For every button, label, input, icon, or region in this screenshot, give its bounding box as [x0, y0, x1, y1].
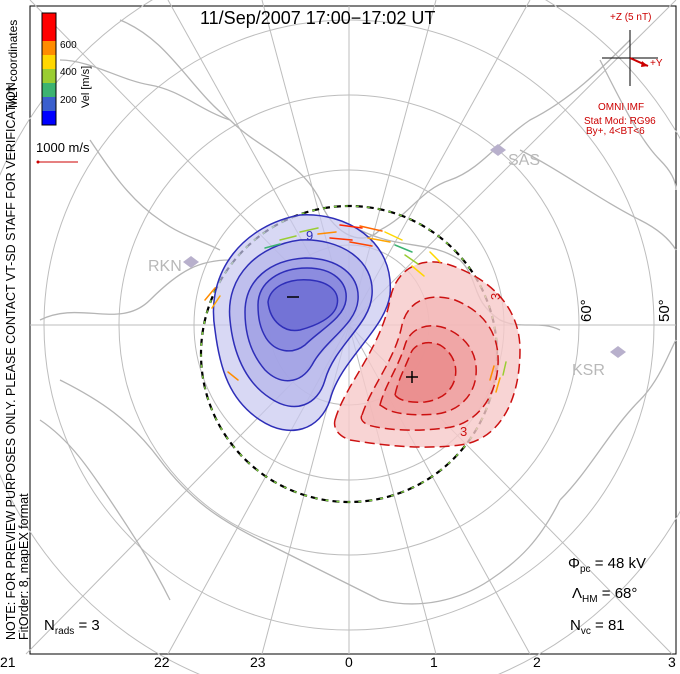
- reference-vector-label: 1000 m/s: [36, 140, 90, 155]
- nrads-symbol: N: [44, 617, 55, 634]
- phi-symbol: Φ: [568, 555, 580, 572]
- latitude-label-60: 60°: [578, 299, 595, 322]
- hm-boundary-latitude: ΛHM = 68°: [572, 585, 637, 605]
- station-sas-label: SAS: [508, 152, 541, 169]
- mlt-tick-1: 1: [430, 654, 438, 670]
- nvc-symbol: N: [570, 617, 581, 634]
- lambda-subscript: HM: [582, 594, 598, 605]
- positive-potential-cell: [333, 261, 521, 448]
- contour-label-pos-lower: 3: [460, 424, 468, 439]
- mlt-tick-23: 23: [250, 654, 266, 670]
- colorbar-tick-600: 600: [60, 40, 77, 51]
- map-title: 11/Sep/2007 17:00−17:02 UT: [200, 8, 436, 28]
- mlt-tick-3: 3: [668, 654, 676, 670]
- imf-model-label: Stat Mod: RG96: [584, 116, 656, 127]
- velocity-vectors: [204, 224, 507, 393]
- fit-order-label: FitOrder: 8, mapEX format: [17, 493, 31, 640]
- negative-potential-cell: [212, 214, 391, 431]
- mlt-tick-22: 22: [154, 654, 170, 670]
- reference-vector-dot: [36, 160, 40, 164]
- nrads-subscript: rads: [54, 626, 75, 637]
- mlt-tick-2: 2: [533, 654, 541, 670]
- station-sas-marker: [490, 144, 506, 156]
- station-rkn-label: RKN: [148, 258, 182, 275]
- colorbar-label: Vel [m/s]: [80, 65, 92, 108]
- nrads-value: = 3: [78, 617, 100, 634]
- contour-label-neg: 9: [306, 228, 314, 243]
- imf-dial: [602, 30, 658, 86]
- radar-count: Nrads = 3: [44, 617, 100, 637]
- imf-source-label: OMNI IMF: [598, 102, 645, 113]
- phi-subscript: pc: [579, 564, 591, 575]
- velocity-colorbar: [41, 12, 57, 126]
- nvc-value: = 81: [595, 617, 625, 634]
- imf-y-label: +Y: [650, 58, 663, 69]
- station-rkn-marker: [183, 256, 199, 268]
- preview-note: NOTE: FOR PREVIEW PURPOSES ONLY. PLEASE …: [4, 78, 18, 640]
- station-ksr-marker: [610, 346, 626, 358]
- imf-condition-label: By+, 4<BT<6: [586, 126, 645, 137]
- phi-value: = 48 kV: [594, 555, 646, 572]
- contour-label-pos-upper: 3: [488, 292, 503, 300]
- latitude-label-50: 50°: [656, 299, 673, 322]
- coastlines: [39, 19, 677, 605]
- station-markers: [183, 144, 626, 358]
- lambda-symbol: Λ: [572, 585, 583, 602]
- colorbar-tick-400: 400: [60, 67, 77, 78]
- colorbar-tick-200: 200: [60, 95, 77, 106]
- cross-polar-potential: Φpc = 48 kV: [568, 555, 646, 575]
- lambda-value: = 68°: [601, 585, 638, 602]
- vector-count: Nvc = 81: [570, 617, 625, 637]
- mlt-tick-21: 21: [0, 654, 16, 670]
- mlt-tick-0: 0: [345, 654, 353, 670]
- imf-z-label: +Z (5 nT): [610, 12, 652, 23]
- nvc-subscript: vc: [580, 626, 591, 637]
- station-ksr-label: KSR: [572, 362, 605, 379]
- plot-frame: [29, 5, 677, 655]
